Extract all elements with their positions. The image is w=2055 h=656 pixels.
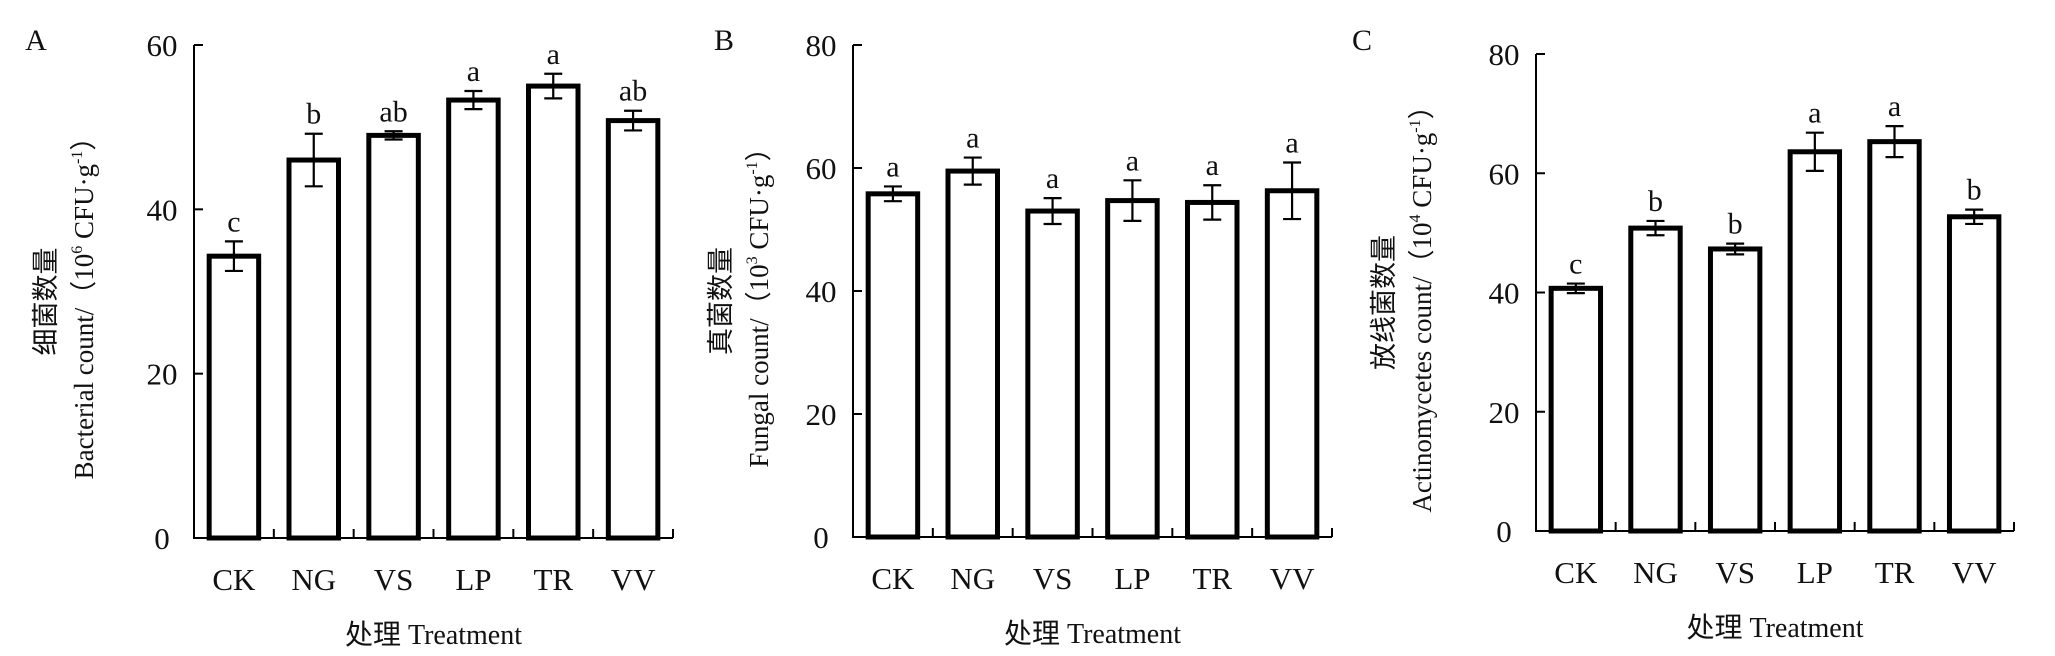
y-axis-title-superscript: -1 (69, 151, 86, 164)
y-axis-title-superscript: 4 (1407, 214, 1424, 222)
y-axis-title-part: ） (1407, 92, 1437, 119)
bar-ng (286, 157, 341, 541)
x-axis-title: 处理 Treatment (1004, 618, 1181, 650)
x-category-label: CK (212, 562, 256, 597)
bar-vv (1264, 188, 1320, 540)
y-axis-title-cn: 真菌数量 (706, 247, 736, 355)
y-tick-label: 0 (813, 520, 829, 555)
bar-vs (1707, 246, 1763, 534)
x-category-label: VS (1033, 561, 1073, 596)
y-tick-label: 60 (1489, 156, 1520, 191)
x-category-label: VS (374, 562, 414, 597)
y-tick-label: 0 (1496, 514, 1512, 549)
y-axis-title-part: CFU·g (69, 164, 99, 246)
x-category-label: VS (1715, 555, 1755, 590)
y-tick-label: 40 (806, 274, 837, 309)
significance-label: c (1569, 248, 1582, 281)
bar-ng (1628, 225, 1683, 534)
y-tick-label: 60 (806, 151, 837, 186)
panel-letter: B (714, 24, 734, 57)
bar-vs (366, 132, 421, 541)
y-axis-title-part: ） (744, 134, 774, 161)
y-tick-label: 20 (806, 397, 837, 432)
significance-label: a (1206, 149, 1219, 182)
bar-tr (526, 83, 581, 541)
panel-b: B 0 20 40 60 80 a CK a NG a VS a LP a TR a VV 处理 Treatment… (706, 24, 1333, 650)
bar-vv (605, 118, 661, 541)
y-axis-title-superscript: -1 (1407, 119, 1424, 132)
x-category-label: NG (1633, 555, 1678, 590)
y-axis-title-part: CFU·g (744, 175, 774, 257)
x-category-label: TR (1192, 561, 1232, 596)
significance-label: a (1285, 126, 1298, 159)
significance-label: a (1888, 90, 1901, 123)
significance-label: ab (619, 75, 647, 108)
y-axis-title-en: Bacterial count/（106 CFU·g-1） (69, 124, 99, 480)
x-category-label: VV (1270, 561, 1315, 596)
y-axis-title-en: Actinomycetes count/（104 CFU·g-1） (1407, 92, 1437, 512)
y-axis-title-superscript: -1 (744, 161, 761, 174)
bar-ck (206, 253, 262, 541)
x-category-label: CK (1554, 555, 1598, 590)
y-axis-title-part: Fungal count/（10 (744, 264, 774, 467)
y-axis-title-part: Bacterial count/（10 (69, 254, 99, 480)
y-axis-title-part: Actinomycetes count/（10 (1407, 222, 1437, 512)
significance-label: a (966, 122, 979, 155)
x-category-label: LP (455, 562, 491, 597)
significance-label: a (886, 150, 899, 183)
x-category-label: VV (611, 562, 656, 597)
significance-label: a (1126, 144, 1139, 177)
x-axis-title: 处理 Treatment (345, 619, 522, 651)
significance-label: c (227, 205, 240, 238)
y-axis-title-part: ） (69, 124, 99, 151)
x-axis-title: 处理 Treatment (1686, 612, 1863, 644)
bar-ck (865, 191, 921, 540)
y-tick-label: 40 (1489, 276, 1520, 311)
bar-tr (1867, 139, 1922, 534)
bar-lp (1105, 198, 1160, 540)
significance-label: a (1808, 97, 1821, 130)
y-tick-label: 20 (1489, 395, 1520, 430)
x-category-label: NG (291, 562, 336, 597)
panel-c: C 0 20 40 60 80 c CK b NG b VS a LP a TR b VV 处理 Treatment… (1352, 24, 2015, 644)
y-axis-title-part: CFU·g (1407, 133, 1437, 215)
significance-label: a (1046, 162, 1059, 195)
y-tick-label: 20 (147, 357, 178, 392)
y-axis-title-superscript: 3 (744, 256, 761, 264)
x-category-label: LP (1114, 561, 1150, 596)
significance-label: b (306, 98, 321, 131)
significance-label: a (467, 55, 480, 88)
y-axis-title-cn: 放线菌数量 (1369, 235, 1399, 370)
x-category-label: VV (1952, 555, 1997, 590)
bar-tr (1185, 199, 1240, 540)
panel-letter: A (25, 24, 47, 57)
y-tick-label: 80 (1489, 37, 1520, 72)
y-axis-title-cn: 细菌数量 (31, 248, 61, 356)
y-tick-label: 0 (154, 521, 170, 556)
significance-label: b (1728, 208, 1743, 241)
bar-vs (1025, 208, 1080, 540)
x-category-label: TR (533, 562, 573, 597)
x-category-label: CK (871, 561, 915, 596)
panel-a: A 0 20 40 60 c CK b NG ab VS a LP a TR ab VV 处理 Treatment… (25, 24, 674, 651)
significance-label: b (1648, 185, 1663, 218)
y-axis-title-en: Fungal count/（103 CFU·g-1） (744, 134, 774, 467)
bar-ck (1548, 285, 1604, 534)
significance-label: b (1967, 174, 1982, 207)
significance-label: a (547, 38, 560, 71)
panel-letter: C (1352, 24, 1372, 57)
y-axis-title-superscript: 6 (69, 246, 86, 254)
bar-vv (1946, 214, 2002, 534)
y-tick-label: 40 (147, 192, 178, 227)
x-category-label: TR (1875, 555, 1915, 590)
bar-ng (945, 168, 1000, 540)
y-tick-label: 80 (806, 28, 837, 63)
x-category-label: LP (1797, 555, 1833, 590)
x-category-label: NG (950, 561, 995, 596)
significance-label: ab (379, 95, 407, 128)
y-tick-label: 60 (147, 28, 178, 63)
bar-lp (1787, 149, 1843, 534)
bar-lp (446, 97, 501, 541)
